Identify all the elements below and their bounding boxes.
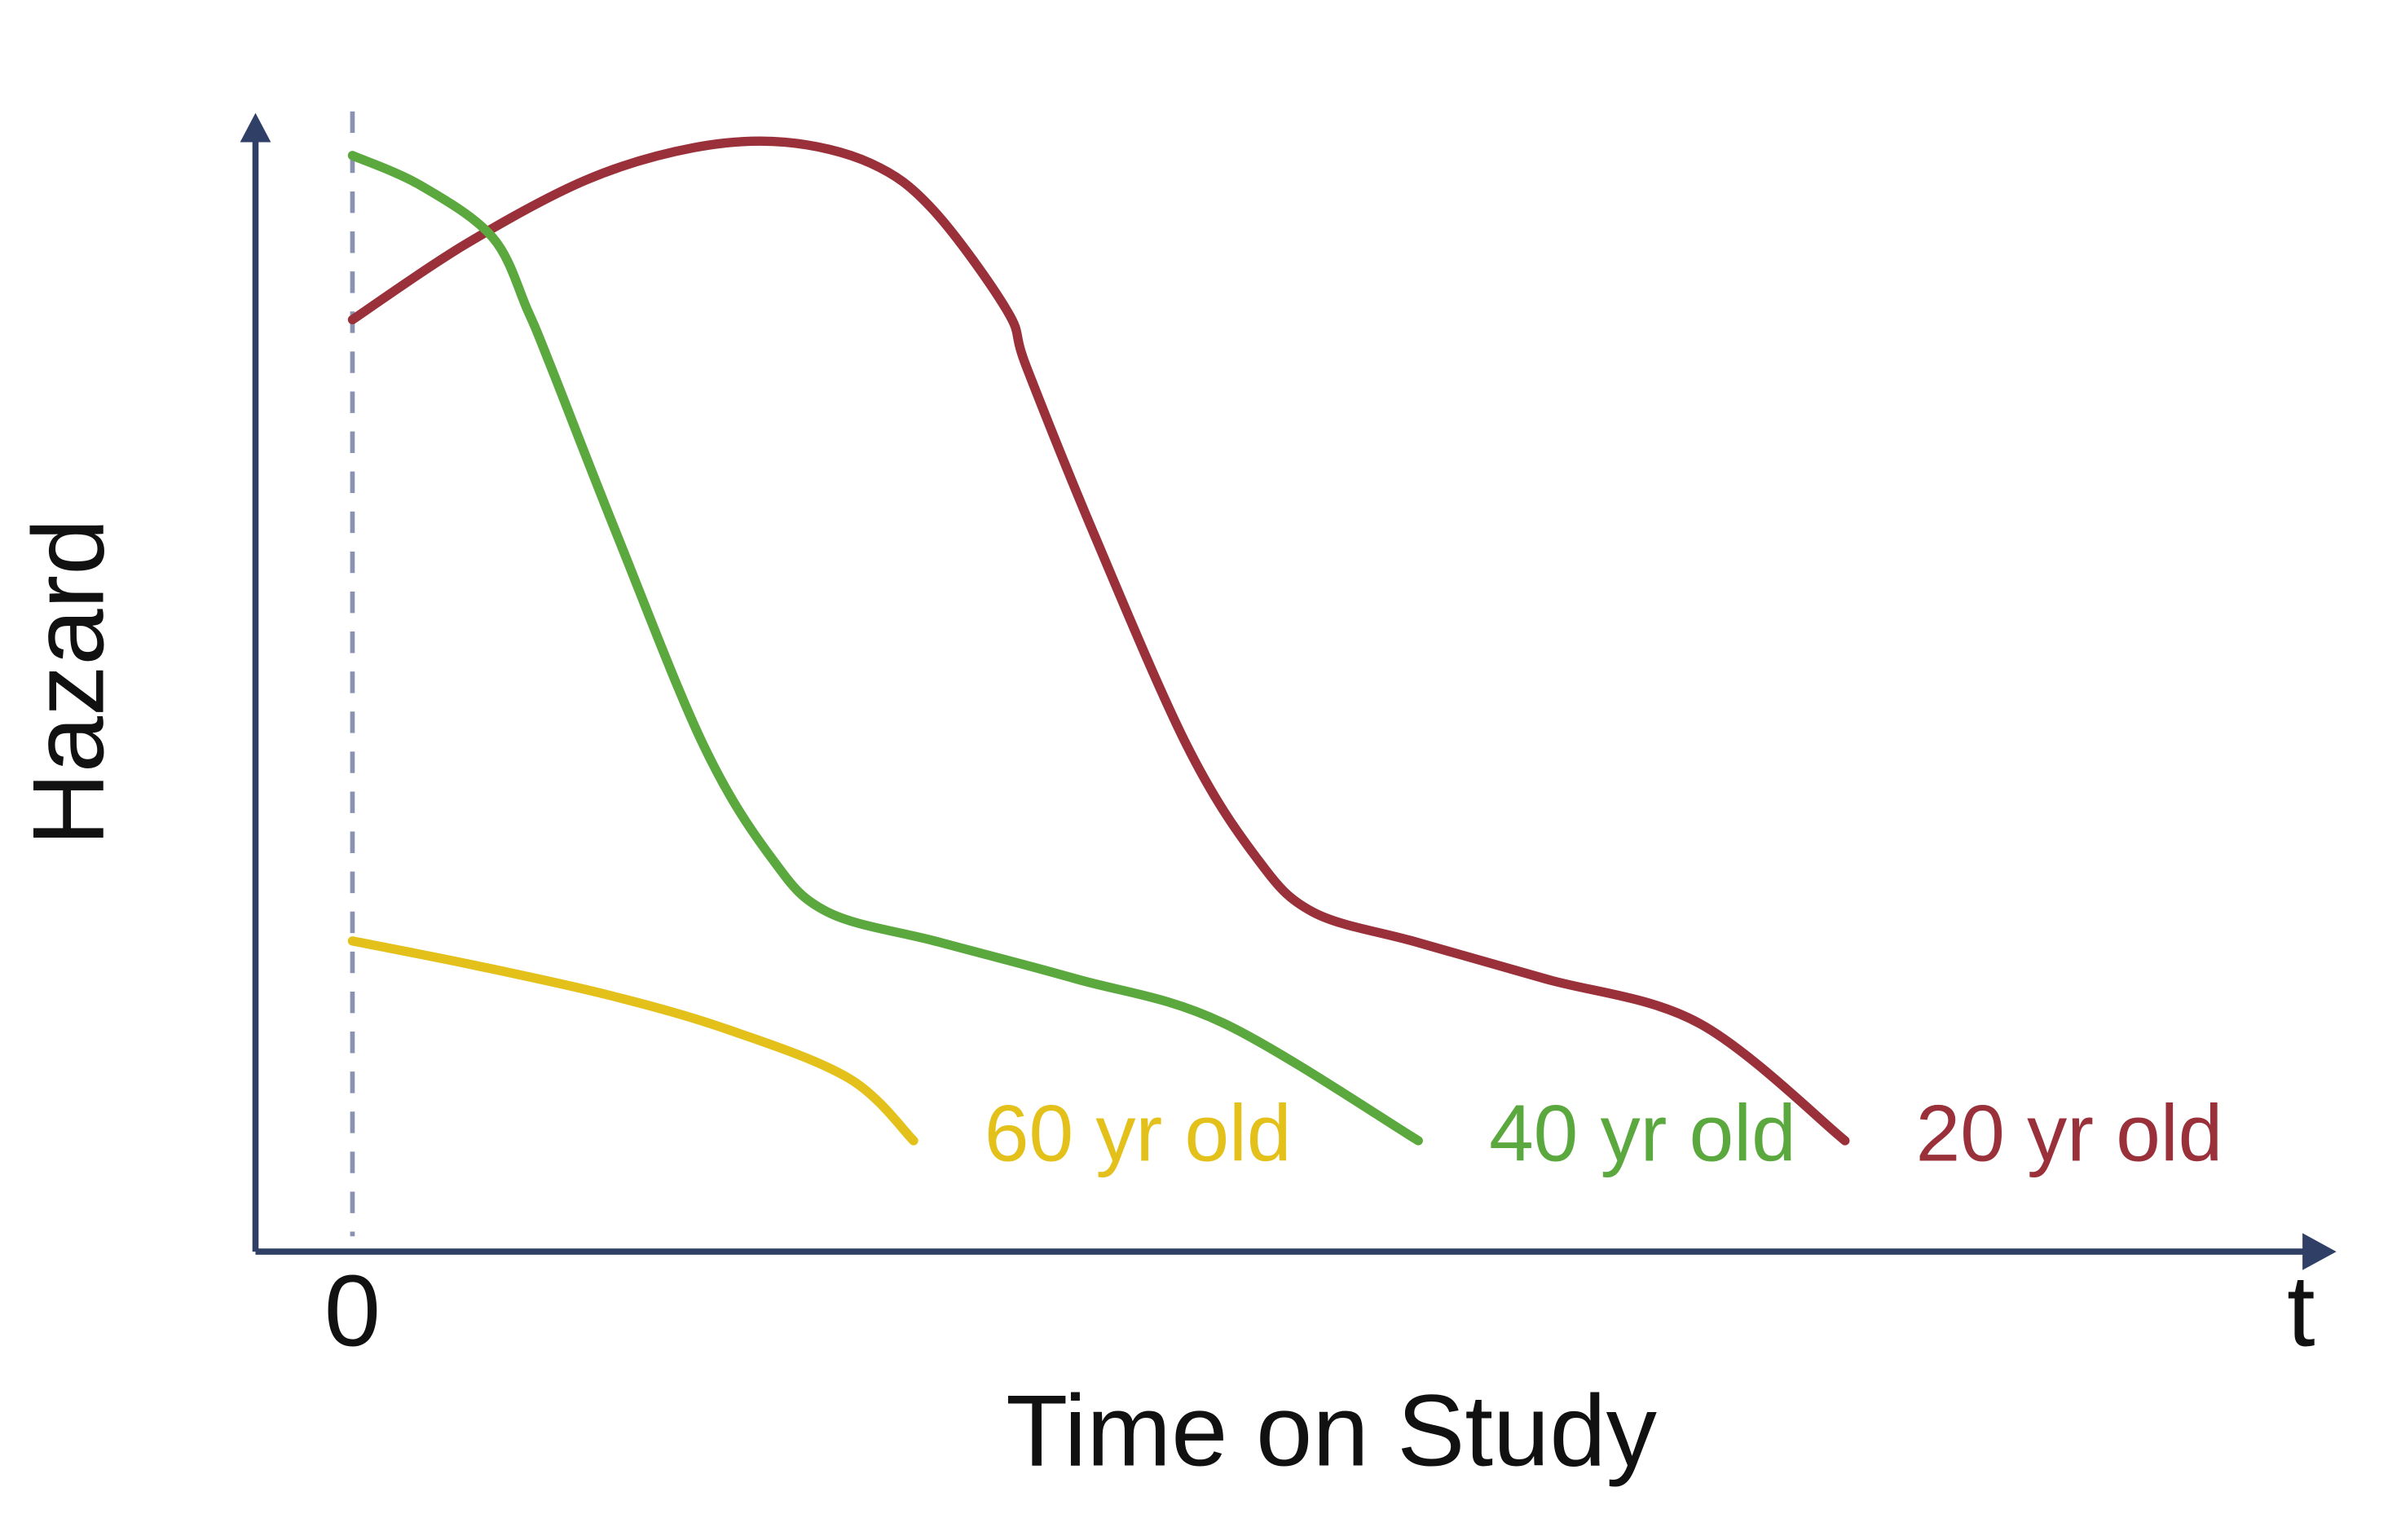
series-label-20-yr-old: 20 yr old <box>1916 1088 2223 1177</box>
series-line-60-yr-old <box>347 936 919 1146</box>
series-label-60-yr-old: 60 yr old <box>985 1088 1292 1177</box>
y-axis-arrow <box>240 112 271 143</box>
x-axis-title: Time on Study <box>1006 1375 1658 1488</box>
x-tick-label-t: t <box>2287 1254 2315 1367</box>
series-line-40-yr-old <box>347 151 1423 1146</box>
series-line-20-yr-old <box>347 136 1850 1146</box>
series-labels: 20 yr old 40 yr old 60 yr old <box>985 1088 2223 1177</box>
x-tick-label-0: 0 <box>324 1254 381 1367</box>
y-axis-title: Hazard <box>12 518 126 846</box>
series-label-40-yr-old: 40 yr old <box>1489 1088 1796 1177</box>
hazard-curves <box>347 136 1850 1146</box>
x-axis-arrow <box>2302 1233 2337 1270</box>
